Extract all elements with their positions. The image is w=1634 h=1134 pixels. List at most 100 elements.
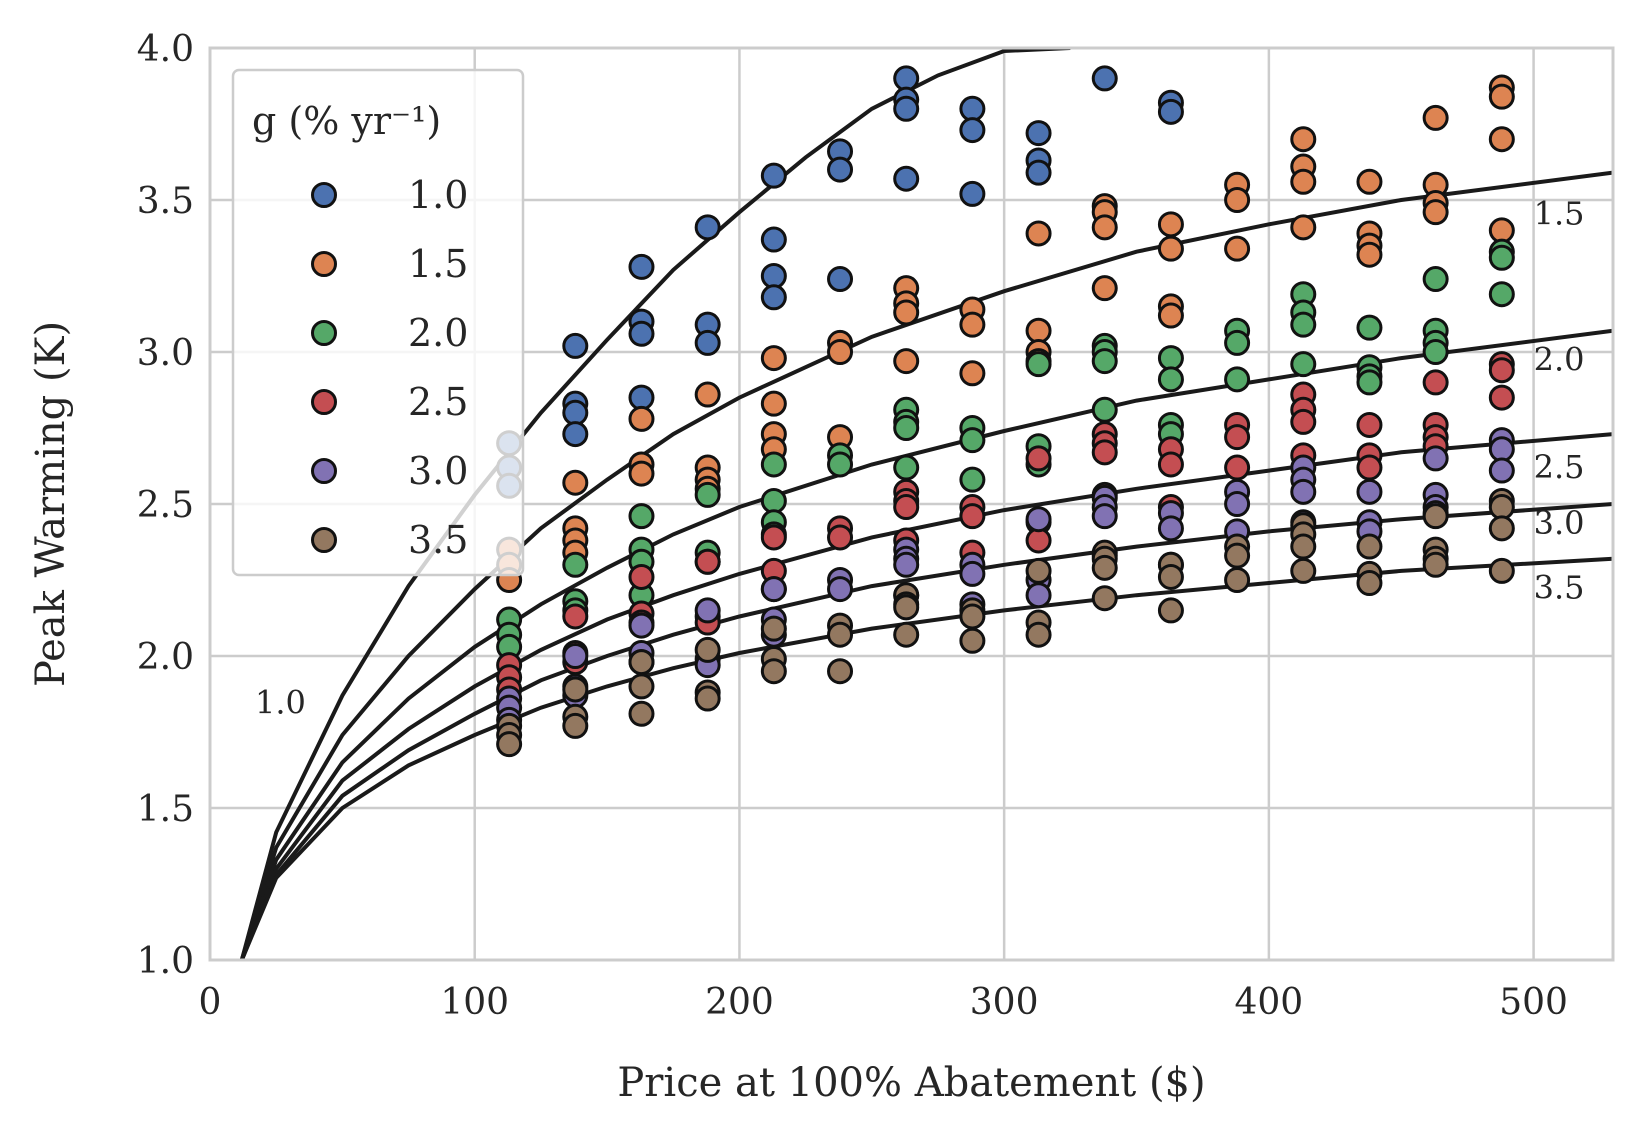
point-series-2.5-3 [562, 603, 589, 630]
point-series-1.5-56 [1488, 83, 1515, 110]
x-tick-label-1: 100 [440, 982, 509, 1023]
point-series-2.0-47 [1356, 369, 1383, 396]
fit-curve-1.0 [239, 48, 1071, 960]
point-series-2.0-33 [1157, 345, 1184, 372]
fit-curve-3.0 [239, 502, 1613, 960]
point-series-3.0-39 [1290, 478, 1317, 505]
point-series-2.5-39 [1290, 408, 1317, 435]
point-series-3.5-30 [1091, 554, 1118, 581]
point-series-3.5-11 [694, 685, 721, 712]
point-series-3.5-40 [1290, 533, 1317, 560]
legend-label-3.5: 3.5 [408, 518, 468, 562]
point-series-1.5-34 [1091, 214, 1118, 241]
point-series-3.5-2 [496, 731, 523, 758]
x-tick-label-5: 500 [1499, 982, 1568, 1023]
fit-curves [239, 48, 1613, 960]
point-series-2.5-35 [1224, 424, 1251, 451]
y-tick-label-3: 2.5 [137, 485, 194, 526]
point-series-2.0-21 [893, 415, 920, 441]
legend-marker-3.0 [311, 458, 337, 484]
point-series-3.0-24 [1025, 506, 1052, 533]
point-series-1.0-26 [959, 117, 986, 144]
point-series-1.5-37 [1157, 235, 1184, 262]
legend-label-3.0: 3.0 [408, 449, 468, 493]
point-series-1.0-14 [760, 162, 787, 189]
point-series-2.5-22 [959, 503, 986, 530]
point-series-2.5-9 [694, 548, 721, 575]
point-series-1.0-11 [694, 214, 721, 241]
plot-border [208, 46, 1615, 962]
point-series-1.5-39 [1157, 302, 1184, 329]
point-series-2.0-54 [1488, 281, 1515, 308]
legend-title: g (% yr⁻¹) [252, 99, 441, 143]
point-series-2.0-14 [760, 487, 787, 514]
legend-label-1.0: 1.0 [408, 173, 468, 217]
point-series-1.5-15 [760, 390, 787, 417]
point-series-3.5-5 [562, 712, 589, 739]
point-series-1.5-10 [694, 381, 721, 408]
point-series-3.5-7 [628, 673, 655, 700]
point-series-3.0-16 [827, 576, 854, 603]
point-series-2.5-36 [1224, 454, 1251, 481]
point-series-3.5-24 [959, 627, 986, 654]
point-series-1.5-43 [1290, 126, 1317, 153]
series-3.5 [496, 487, 1515, 758]
point-series-1.5-41 [1224, 187, 1251, 213]
point-series-1.5-50 [1356, 241, 1383, 268]
point-series-3.0-12 [760, 576, 787, 603]
point-series-2.0-32 [1091, 396, 1118, 423]
legend-label-2.0: 2.0 [408, 311, 468, 355]
y-tick-label-1: 1.5 [137, 789, 194, 830]
y-tick-label-0: 1.0 [137, 941, 194, 982]
legend-box [231, 68, 525, 577]
legend-entries: 1.0 1.5 2.0 2.5 3.0 3.5 [311, 173, 468, 562]
x-tick-label-4: 400 [1235, 982, 1304, 1023]
point-series-3.0-50 [1488, 457, 1515, 484]
fit-curve-2.5 [239, 432, 1613, 960]
point-series-1.5-27 [959, 360, 986, 387]
point-series-1.0-20 [827, 266, 854, 293]
point-series-1.5-47 [1356, 168, 1383, 195]
point-series-1.0-23 [893, 95, 920, 122]
x-tick-label-0: 0 [199, 982, 222, 1023]
point-series-2.0-10 [694, 481, 721, 508]
point-series-3.0-3 [562, 643, 589, 669]
point-series-1.0-21 [893, 65, 920, 92]
point-series-2.0-31 [1091, 348, 1118, 375]
point-series-1.5-45 [1290, 168, 1317, 195]
point-series-1.0-3 [562, 332, 589, 359]
point-series-1.5-28 [1025, 220, 1052, 247]
series-1.5 [496, 74, 1515, 593]
point-series-2.5-26 [1025, 527, 1052, 554]
point-series-2.0-48 [1422, 266, 1449, 293]
point-series-3.5-36 [1224, 542, 1251, 569]
point-series-3.0-49 [1488, 436, 1515, 463]
point-series-3.5-12 [760, 615, 787, 642]
point-series-1.5-35 [1091, 275, 1118, 302]
point-series-2.5-12 [760, 524, 787, 551]
point-series-1.5-9 [628, 460, 655, 487]
point-series-1.5-26 [959, 311, 986, 338]
point-series-3.0-6 [628, 612, 655, 639]
point-series-3.5-21 [893, 621, 920, 648]
point-series-3.0-22 [959, 560, 986, 587]
point-series-2.0-44 [1356, 314, 1383, 341]
point-series-1.0-5 [562, 399, 589, 426]
point-series-1.5-42 [1224, 235, 1251, 262]
legend-marker-3.5 [311, 527, 337, 553]
point-series-1.0-16 [760, 263, 787, 289]
point-series-3.0-29 [1091, 503, 1118, 530]
point-series-3.5-34 [1157, 597, 1184, 624]
point-series-3.0-35 [1224, 491, 1251, 517]
point-series-1.5-24 [893, 348, 920, 375]
point-series-1.0-9 [628, 320, 655, 347]
point-series-3.5-9 [694, 636, 721, 663]
point-series-2.0-22 [893, 454, 920, 481]
point-series-2.0-34 [1157, 366, 1184, 393]
point-series-2.0-43 [1290, 351, 1317, 378]
point-series-3.5-14 [760, 658, 787, 685]
point-series-3.5-17 [827, 658, 854, 685]
point-series-3.5-44 [1356, 570, 1383, 597]
point-series-2.5-24 [1025, 445, 1052, 472]
point-series-3.5-41 [1290, 557, 1317, 584]
